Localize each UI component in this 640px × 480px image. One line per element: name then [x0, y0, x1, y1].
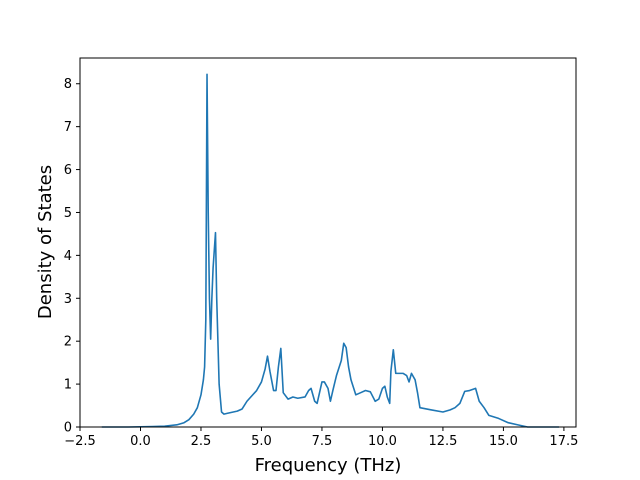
x-tick-label: −2.5 — [64, 434, 96, 449]
series-line — [101, 73, 560, 428]
x-tick-label: 7.5 — [312, 434, 333, 449]
x-tick-label: 0.0 — [130, 434, 151, 449]
x-tick-label: 10.0 — [368, 434, 397, 449]
x-tick-label: 2.5 — [191, 434, 212, 449]
x-tick-label: 12.5 — [428, 434, 457, 449]
plot-frame — [79, 57, 577, 428]
y-tick-label: 2 — [64, 335, 72, 350]
y-tick-label: 1 — [64, 378, 72, 393]
y-tick-label: 7 — [64, 120, 72, 135]
y-tick-label: 3 — [64, 292, 72, 307]
y-tick-label: 4 — [64, 249, 72, 264]
y-tick-label: 6 — [64, 163, 72, 178]
x-tick-label: 15.0 — [489, 434, 518, 449]
y-tick-label: 8 — [64, 77, 72, 92]
plot-background — [80, 58, 576, 427]
y-tick-label: 0 — [64, 421, 72, 436]
x-axis-ticks: −2.5 0.0 2.5 5.0 7.5 10.0 12.5 15.0 17.5 — [64, 427, 578, 449]
y-axis-ticks: 0 1 2 3 4 5 6 7 8 — [64, 77, 80, 436]
x-axis-title: Frequency (THz) — [255, 455, 402, 476]
y-axis-title: Density of States — [35, 165, 56, 319]
x-tick-label: 17.5 — [549, 434, 578, 449]
x-tick-label: 5.0 — [251, 434, 272, 449]
y-tick-label: 5 — [64, 206, 72, 221]
